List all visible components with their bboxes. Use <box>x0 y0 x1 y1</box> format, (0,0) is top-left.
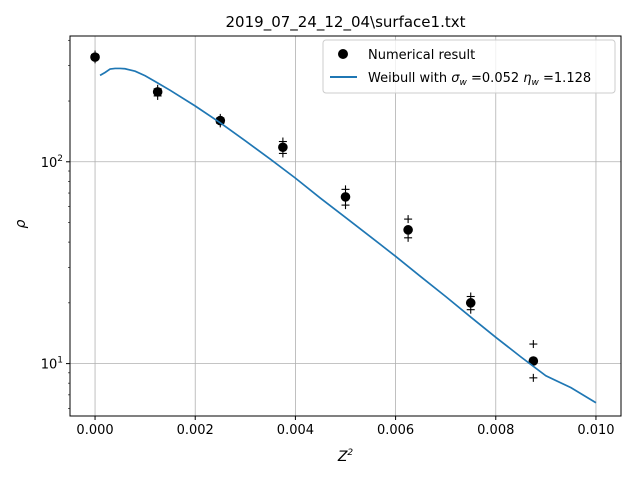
legend-marker-numerical <box>338 49 348 59</box>
numerical-result-point <box>465 298 476 308</box>
weibull-fit-line <box>99 67 597 404</box>
error-plus-marker <box>529 340 538 349</box>
y-tick-label: 101 <box>41 356 63 373</box>
numerical-result-point <box>528 356 539 366</box>
error-plus-marker <box>91 55 100 64</box>
legend-weibull-prefix: Weibull with <box>368 71 451 86</box>
error-plus-marker <box>278 149 287 158</box>
error-plus-marker <box>404 233 413 242</box>
legend-label-numerical: Numerical result <box>368 48 475 63</box>
legend-eta: η <box>523 71 531 86</box>
x-tick-label: 0.004 <box>277 423 314 438</box>
error-plus-marker <box>153 84 162 93</box>
x-tick-label: 0.006 <box>377 423 414 438</box>
legend: Numerical result Weibull with σw =0.052 … <box>322 39 616 94</box>
legend-eta-sub: w <box>532 78 540 88</box>
x-tick-label: 0.002 <box>177 423 214 438</box>
numerical-result-point <box>403 225 413 235</box>
error-plus-marker <box>341 201 350 210</box>
x-axis-label-base: Z <box>337 449 348 465</box>
error-plus-marker <box>529 373 538 382</box>
legend-sigma: σ <box>451 71 460 86</box>
legend-sigma-sub: w <box>460 78 468 88</box>
numerical-result-point <box>278 142 288 153</box>
legend-box <box>322 39 616 94</box>
data-layer <box>90 50 597 404</box>
x-tick-label: 0.008 <box>477 423 514 438</box>
ticks-layer: 0.000 0.002 0.004 0.006 0.008 0.010 101 102 <box>41 39 615 438</box>
plot-frame <box>69 35 622 417</box>
x-axis-label-sup: 2 <box>347 448 353 458</box>
error-plus-marker <box>466 292 475 301</box>
error-plus-marker <box>153 91 162 100</box>
error-plus-marker <box>278 137 287 146</box>
error-plus-marker <box>341 185 350 194</box>
error-plus-marker <box>466 305 475 314</box>
grid-layer <box>70 36 621 416</box>
y-tick-label: 102 <box>41 154 63 171</box>
legend-label-weibull: Weibull with σw =0.052 ηw =1.128 <box>368 71 591 88</box>
error-plus-marker <box>404 215 413 224</box>
numerical-result-point <box>340 192 351 202</box>
x-axis-label: Z2 <box>337 448 354 465</box>
x-tick-label: 0.010 <box>577 423 614 438</box>
chart-title: 2019_07_24_12_04\surface1.txt <box>226 13 466 32</box>
x-tick-label: 0.000 <box>76 423 113 438</box>
legend-eta-value: =1.128 <box>539 71 591 86</box>
y-axis-label: ρ <box>13 219 29 228</box>
legend-sigma-value: =0.052 <box>467 71 523 86</box>
